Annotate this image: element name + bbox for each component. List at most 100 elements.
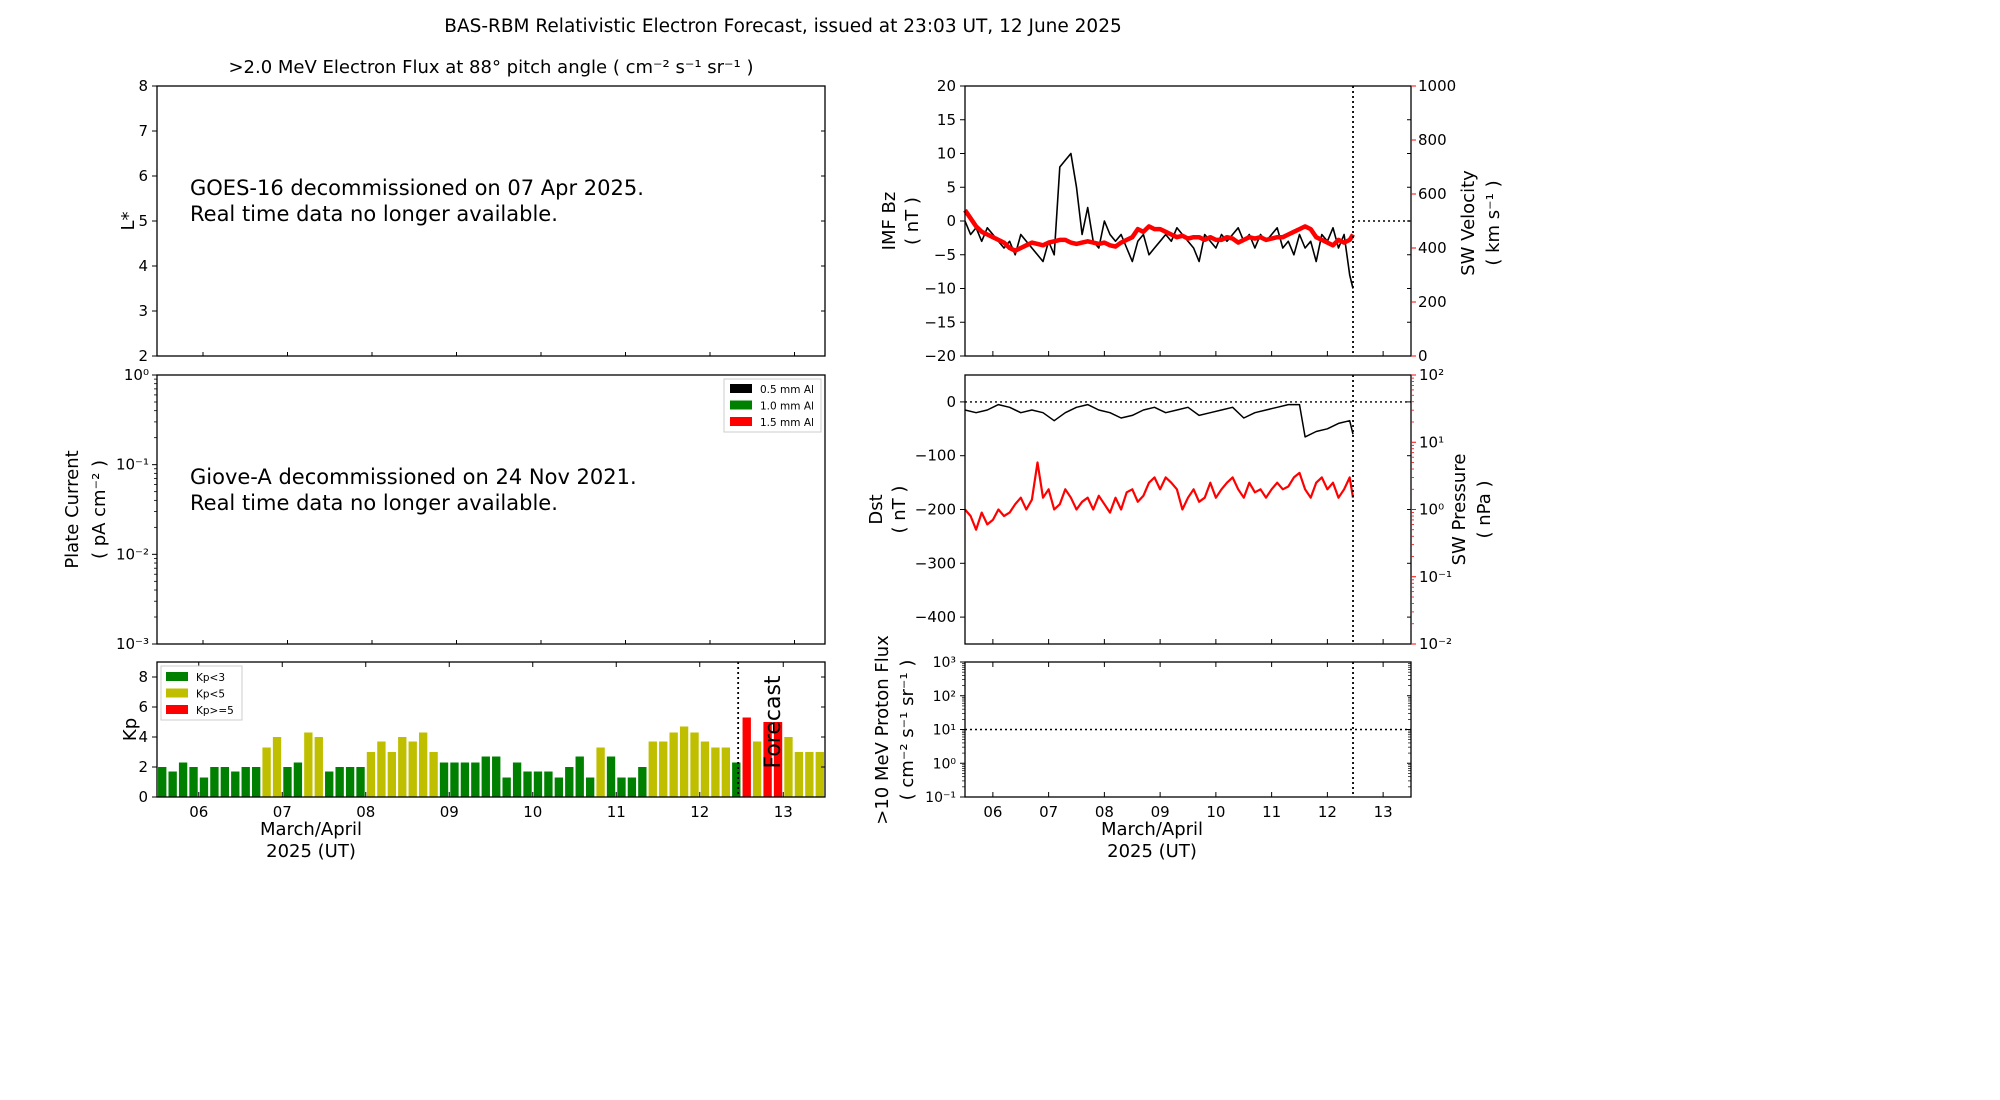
- kp-xtick-label: 12: [690, 803, 709, 821]
- kp-xtick-label: 13: [774, 803, 793, 821]
- plate-current-notice-line: Giove-A decommissioned on 24 Nov 2021.: [190, 465, 637, 489]
- plate-current-legend-label: 0.5 mm Al: [760, 384, 814, 396]
- kp-tick-label: 4: [138, 728, 148, 746]
- electron-flux-tick-label: 3: [138, 302, 148, 320]
- kp-bar: [178, 762, 188, 797]
- kp-bar: [220, 767, 230, 797]
- proton-tick-label: 10¹: [933, 723, 956, 739]
- kp-bar: [575, 756, 584, 797]
- kp-bar: [283, 767, 292, 797]
- kp-legend-label: Kp<5: [196, 689, 225, 701]
- kp-bar: [356, 767, 365, 797]
- kp-bar: [325, 771, 334, 797]
- kp-bar: [805, 752, 814, 797]
- kp-xtick-label: 08: [356, 803, 375, 821]
- plate-current-ylabel-units: ( pA cm⁻² ): [89, 460, 110, 559]
- kp-xlabel: March/April: [260, 819, 362, 840]
- kp-bar: [815, 752, 824, 797]
- proton-xtick-label: 09: [1151, 803, 1170, 821]
- kp-bar: [565, 767, 574, 797]
- kp-bar: [617, 777, 626, 797]
- sw-velocity-tick-label: 600: [1418, 185, 1447, 203]
- kp-xtick-label: 11: [607, 803, 626, 821]
- kp-bar: [669, 732, 678, 797]
- plate-current-legend-swatch: [730, 417, 752, 426]
- plate-current-tick-label: 10⁻¹: [116, 456, 149, 474]
- sw-velocity-ylabel: SW Velocity: [1458, 170, 1479, 276]
- kp-bar: [732, 762, 741, 797]
- proton-xtick-label: 11: [1262, 803, 1281, 821]
- electron-flux-tick-label: 7: [138, 122, 148, 140]
- kp-bar: [439, 762, 449, 797]
- plate-current-tick-label: 10⁻³: [116, 635, 149, 653]
- kp-bar: [794, 752, 804, 797]
- kp-bar: [544, 771, 553, 797]
- proton-xlabel: March/April: [1101, 819, 1203, 840]
- proton-tick-label: 10²: [933, 689, 956, 705]
- kp-bar: [262, 747, 271, 797]
- kp-bar: [742, 717, 751, 797]
- imf-bz-ylabel-units: ( nT ): [902, 197, 923, 245]
- kp-bar: [512, 762, 522, 797]
- kp-bar: [659, 741, 668, 797]
- kp-bar: [231, 771, 240, 797]
- kp-bar: [168, 771, 177, 797]
- kp-bar: [627, 777, 637, 797]
- sw-pressure-tick-label: 10²: [1419, 366, 1444, 384]
- dst-ylabel-units: ( nT ): [889, 486, 910, 534]
- kp-bar: [460, 762, 470, 797]
- kp-bar: [304, 732, 313, 797]
- imf-bz-tick-label: 0: [946, 212, 956, 230]
- electron-flux-tick-label: 8: [138, 77, 148, 95]
- kp-ylabel: Kp: [120, 718, 141, 741]
- kp-bar: [721, 747, 731, 797]
- plate-current-notice-line: Real time data no longer available.: [190, 491, 558, 515]
- kp-bar: [293, 762, 303, 797]
- kp-bar: [773, 722, 783, 797]
- kp-bar: [554, 777, 564, 797]
- kp-bar: [763, 722, 772, 797]
- kp-legend-label: Kp>=5: [196, 705, 234, 717]
- kp-bar: [679, 726, 689, 797]
- kp-tick-label: 0: [138, 788, 148, 806]
- sw-velocity-tick-label: 800: [1418, 131, 1447, 149]
- plate-current-tick-label: 10⁰: [124, 366, 149, 384]
- proton-ylabel: >10 MeV Proton Flux: [872, 635, 893, 825]
- proton-xtick-label: 08: [1095, 803, 1114, 821]
- kp-bar: [189, 767, 198, 797]
- kp-bar: [251, 767, 261, 797]
- kp-legend-label: Kp<3: [196, 672, 225, 684]
- kp-bar: [784, 737, 793, 797]
- kp-bar: [471, 762, 480, 797]
- dst-tick-label: −200: [915, 501, 956, 519]
- dst-tick-label: −300: [915, 554, 956, 572]
- electron-flux-tick-label: 2: [138, 347, 148, 365]
- proton-xtick-label: 07: [1039, 803, 1058, 821]
- kp-bar: [502, 777, 511, 797]
- imf-bz-tick-label: 15: [937, 111, 956, 129]
- kp-tick-label: 2: [138, 758, 148, 776]
- proton-ylabel-units: ( cm⁻² s⁻¹ sr⁻¹ ): [897, 660, 918, 801]
- plate-current-legend-swatch: [730, 384, 752, 393]
- kp-bar: [596, 747, 605, 797]
- imf-bz-ylabel: IMF Bz: [879, 192, 900, 251]
- plate-current-ylabel: Plate Current: [62, 450, 83, 568]
- dst-panel-frame: [964, 374, 1412, 645]
- sw-pressure-ylabel: SW Pressure: [1449, 454, 1470, 566]
- kp-bar: [481, 756, 490, 797]
- kp-legend-swatch: [166, 705, 188, 714]
- sw-velocity-tick-label: 1000: [1418, 77, 1456, 95]
- kp-bar: [690, 732, 699, 797]
- kp-bar: [398, 737, 407, 797]
- dst-tick-label: −400: [915, 608, 956, 626]
- imf-bz-tick-label: −20: [924, 347, 956, 365]
- proton-xtick-label: 06: [983, 803, 1002, 821]
- electron-flux-title: >2.0 MeV Electron Flux at 88° pitch angl…: [228, 57, 753, 78]
- kp-bar: [585, 777, 595, 797]
- kp-bar: [523, 771, 532, 797]
- kp-bar: [450, 762, 459, 797]
- kp-bar: [210, 767, 219, 797]
- sw-velocity-line: [963, 208, 1355, 253]
- imf-bz-line: [964, 152, 1354, 289]
- kp-bar: [492, 756, 501, 797]
